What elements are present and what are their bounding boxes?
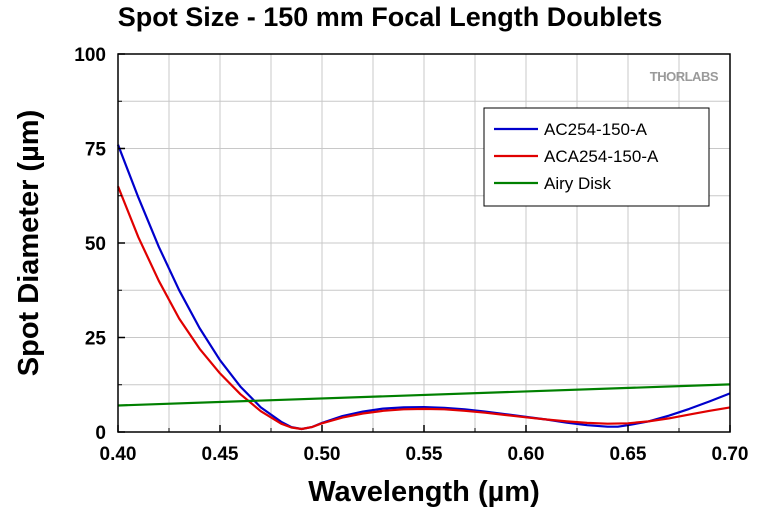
axis-ticks: 0.40 0.45 0.50 0.55 0.60 0.65 0.70 0 25 50 75 100: [74, 45, 748, 465]
legend: AC254-150-A ACA254-150-A Airy Disk: [483, 107, 710, 207]
x-tick-label: 0.45: [202, 444, 239, 465]
x-tick-label: 0.40: [100, 444, 137, 465]
x-tick-label: 0.70: [712, 444, 749, 465]
x-tick-label: 0.60: [508, 444, 545, 465]
series-lines: [116, 144, 731, 431]
legend-label: Airy Disk: [544, 174, 612, 193]
series-line-3: [117, 383, 731, 407]
y-tick-label: 100: [74, 45, 106, 66]
thorlabs-watermark: THORLABS: [650, 69, 719, 84]
y-tick-label: 25: [85, 329, 107, 350]
y-tick-label: 0: [95, 423, 106, 444]
legend-label: ACA254-150-A: [544, 147, 659, 166]
x-axis-title: Wavelength (µm): [308, 476, 540, 508]
chart-title: Spot Size - 150 mm Focal Length Doublets: [117, 2, 663, 32]
x-tick-label: 0.50: [304, 444, 341, 465]
y-axis-title: Spot Diameter (µm): [13, 110, 45, 376]
legend-label: AC254-150-A: [544, 120, 648, 139]
x-tick-label: 0.55: [406, 444, 443, 465]
y-tick-label: 75: [85, 140, 107, 161]
series-line-2: [116, 185, 731, 431]
series-line-1: [116, 144, 731, 431]
x-tick-label: 0.65: [610, 444, 647, 465]
y-tick-label: 50: [85, 234, 106, 255]
